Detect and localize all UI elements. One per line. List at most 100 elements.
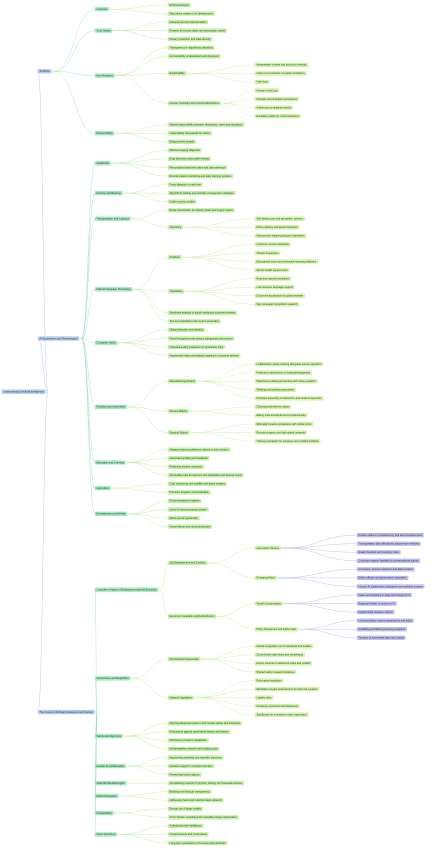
node-toggle [131,677,134,680]
edge [129,513,169,527]
node-toggle [221,102,224,105]
node-box [254,225,300,230]
node-box [167,657,201,662]
node-box [167,148,202,153]
node-label: Scientific Breakthroughs [97,781,126,785]
edge [186,287,256,292]
node-toggle [298,628,301,631]
node-box [167,45,215,50]
node-box [356,533,424,538]
node-label: Transparency in algorithmic decisions [170,46,214,50]
node-label: Virtual companions [257,251,280,255]
node-box [167,208,235,213]
node-label: Precision assembly of electronics and sm… [257,396,323,400]
node-box [356,618,414,623]
node-label: Sentiment analysis of social media and c… [170,311,236,315]
node-label: Finance and Banking [97,191,122,195]
node-box [167,464,204,469]
node-box [254,302,299,307]
node-box [167,430,190,435]
edge [196,697,256,715]
edge [125,735,169,750]
edge [185,218,256,228]
node-box [167,772,202,777]
edge [129,406,169,433]
node-box [356,610,395,615]
node-label: Medical imaging diagnosis [170,148,201,152]
node-label: AI trainers, prompt engineers and data c… [359,567,414,571]
node-label: Legal liability frameworks for harms [170,131,211,135]
edge [129,509,169,514]
node-box [254,62,309,67]
node-box [94,734,123,739]
node-label: Job Displacement and Creation [170,561,207,565]
node-box [254,669,297,675]
edge [94,589,98,713]
node-box [167,28,227,33]
node-label: Manufacturing Robots [170,379,196,383]
node-label: Elderly care assistants and companionshi… [257,413,307,417]
node-label: Decision support in complex domains [170,764,214,768]
node-toggle [207,561,211,565]
node-box [167,182,203,187]
edge [125,723,169,737]
node-label: Core Values [97,28,112,32]
node-label: Mental health support tools [257,268,289,272]
edge [129,513,169,519]
node-label: Remote patient monitoring and early warn… [170,174,233,178]
node-label: Respect for human rights and democratic … [170,28,226,32]
edge [125,735,169,741]
node-label: Universal basic income experiments and p… [359,618,413,622]
edge [114,21,169,31]
edge [81,338,96,489]
node-toggle [126,461,129,464]
node-label: Safety and Alignment [97,734,122,738]
node-label: Interpretability research and auditing t… [170,747,219,751]
node-box [167,131,212,136]
node-box [37,336,80,341]
node-box [94,811,114,816]
edge [119,342,169,348]
edge [115,808,169,814]
nodes: Understanding Artificial Intelligence AI … [1,3,425,846]
node-toggle [194,696,197,699]
node-label: Addressing fears and misinformation abou… [170,798,223,802]
node-label: Computer Vision [97,341,117,345]
node-toggle [111,487,114,490]
node-toggle [95,711,98,714]
node-box [167,823,204,828]
node-box [254,233,307,238]
node-box [254,439,321,444]
edge [134,289,169,322]
node-toggle [186,72,189,75]
edge [202,658,256,664]
node-label: Document localization for global markets [257,294,304,298]
node-box [167,755,224,760]
node-label: Clear communication of system limitation… [257,71,306,75]
edge [223,98,256,104]
node-box [254,545,281,551]
node-label: Natural Language Processing [97,287,132,291]
node-label: Cleaning and delivery robots [257,405,291,409]
edge [300,629,358,638]
node-label: Audits and compliance checks [257,105,293,109]
node-toggle [118,794,122,798]
node-label: Drug discovery and protein folding [170,157,210,161]
node-label: Crop monitoring with satellite and drone… [170,482,226,486]
edge [192,432,256,442]
node-box [167,507,209,512]
edge [186,291,256,296]
node-box [356,584,425,589]
node-box [254,276,292,281]
edge [202,646,256,660]
edge [128,757,169,767]
node-label: Automated grading and feedback [170,456,209,460]
node-toggle [182,256,185,259]
edge [196,680,256,698]
node-box [356,558,421,563]
edge [285,594,358,604]
node-box [254,644,313,649]
node-toggle [127,512,130,515]
edge [120,795,169,801]
node-box [167,101,221,106]
